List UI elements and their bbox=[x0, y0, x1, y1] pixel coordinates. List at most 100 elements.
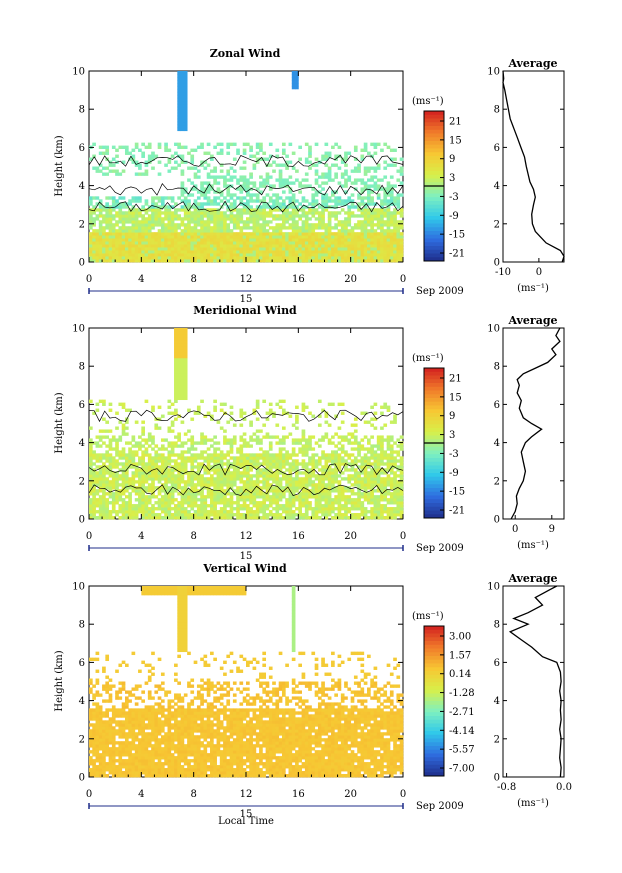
zonal-cell bbox=[347, 232, 352, 236]
zonal-cell bbox=[183, 199, 188, 203]
meridional-cell bbox=[295, 420, 299, 424]
zonal-cell bbox=[324, 223, 329, 227]
zonal-cell bbox=[187, 205, 191, 209]
meridional-cell bbox=[304, 438, 309, 442]
zonal-cell bbox=[118, 205, 123, 209]
meridional-cell bbox=[304, 462, 309, 466]
meridional-cell bbox=[180, 351, 185, 356]
meridional-cell bbox=[327, 480, 332, 484]
zonal-cell bbox=[174, 214, 178, 218]
zonal-cell bbox=[246, 211, 250, 215]
zonal-cell bbox=[121, 202, 126, 206]
zonal-cell bbox=[193, 211, 198, 215]
zonal-cell bbox=[157, 211, 162, 215]
meridional-cell bbox=[213, 486, 217, 490]
zonal-cell bbox=[223, 214, 227, 218]
zonal-cell bbox=[180, 241, 185, 245]
zonal-cell bbox=[131, 247, 136, 251]
zonal-cell bbox=[131, 205, 136, 209]
meridional-cell bbox=[347, 501, 352, 505]
meridional-cell bbox=[124, 513, 129, 517]
zonal-cell bbox=[370, 229, 374, 233]
meridional-cell bbox=[193, 513, 198, 517]
meridional-cell bbox=[281, 465, 286, 469]
zonal-cell bbox=[252, 208, 257, 212]
zonal-cell bbox=[272, 226, 276, 230]
zonal-cell bbox=[344, 169, 348, 173]
zonal-xtick-label: 0 bbox=[86, 274, 92, 285]
meridional-cell bbox=[239, 408, 244, 412]
meridional-cell bbox=[108, 480, 113, 484]
meridional-cell bbox=[128, 456, 132, 460]
meridional-cell bbox=[376, 444, 381, 448]
zonal-cell bbox=[389, 148, 394, 152]
meridional-cell bbox=[268, 477, 273, 481]
meridional-cell bbox=[285, 456, 289, 460]
meridional-cell bbox=[216, 480, 221, 484]
zonal-cell bbox=[353, 223, 358, 227]
zonal-cell bbox=[367, 199, 371, 203]
zonal-cell bbox=[301, 196, 306, 200]
zonal-cell bbox=[95, 259, 100, 263]
zonal-cell bbox=[92, 196, 96, 200]
meridional-cell bbox=[327, 483, 332, 487]
meridional-cell bbox=[167, 468, 172, 472]
zonal-cell bbox=[226, 229, 231, 233]
meridional-cell bbox=[98, 498, 103, 502]
zonal-cell bbox=[259, 184, 263, 188]
meridional-cell bbox=[347, 516, 352, 520]
zonal-cell bbox=[242, 259, 247, 263]
zonal-cell bbox=[180, 193, 185, 197]
zonal-cell bbox=[304, 238, 309, 242]
meridional-cell bbox=[98, 474, 103, 478]
zonal-cell bbox=[115, 244, 119, 248]
meridional-cell bbox=[393, 507, 397, 511]
meridional-cell bbox=[246, 441, 250, 445]
zonal-cell bbox=[314, 163, 319, 167]
meridional-cell bbox=[144, 513, 149, 517]
zonal-cell bbox=[357, 244, 361, 248]
zonal-cell bbox=[311, 196, 316, 200]
zonal-cell bbox=[219, 148, 224, 152]
meridional-cell bbox=[350, 489, 355, 493]
meridional-cell bbox=[281, 411, 286, 415]
meridional-cell bbox=[105, 468, 110, 472]
meridional-cell bbox=[272, 411, 276, 415]
meridional-cell bbox=[327, 489, 332, 493]
meridional-cell bbox=[301, 495, 306, 499]
zonal-cell bbox=[232, 142, 237, 147]
zonal-cell bbox=[298, 229, 302, 233]
meridional-cell bbox=[314, 486, 319, 490]
meridional-cell bbox=[151, 447, 155, 451]
zonal-cell bbox=[262, 208, 267, 212]
meridional-cell bbox=[327, 468, 332, 472]
meridional-cell bbox=[138, 435, 142, 439]
meridional-cell bbox=[386, 441, 391, 445]
zonal-cell bbox=[98, 229, 103, 233]
zonal-cell bbox=[219, 250, 224, 254]
zonal-cell bbox=[210, 256, 214, 260]
zonal-cell bbox=[246, 142, 250, 147]
zonal-xtick-label: 12 bbox=[240, 274, 253, 285]
meridional-cell bbox=[337, 480, 342, 484]
zonal-cell bbox=[291, 256, 296, 260]
meridional-cell bbox=[138, 498, 142, 502]
meridional-cell bbox=[128, 510, 132, 514]
zonal-cell bbox=[347, 235, 352, 239]
meridional-cell bbox=[89, 426, 93, 430]
zonal-cell bbox=[111, 259, 116, 263]
zonal-cell bbox=[396, 238, 401, 242]
meridional-cell bbox=[242, 492, 247, 496]
zonal-cell bbox=[138, 223, 142, 227]
meridional-cell bbox=[203, 504, 208, 508]
meridional-cell bbox=[242, 459, 247, 463]
meridional-cell bbox=[278, 483, 283, 487]
meridional-cell bbox=[170, 474, 175, 478]
zonal-cell bbox=[183, 124, 188, 129]
zonal-cell bbox=[327, 169, 332, 173]
meridional-cell bbox=[219, 492, 224, 496]
meridional-cell bbox=[167, 474, 172, 478]
zonal-cell bbox=[376, 244, 381, 248]
meridional-cell bbox=[242, 444, 247, 448]
meridional-cell bbox=[170, 471, 175, 475]
